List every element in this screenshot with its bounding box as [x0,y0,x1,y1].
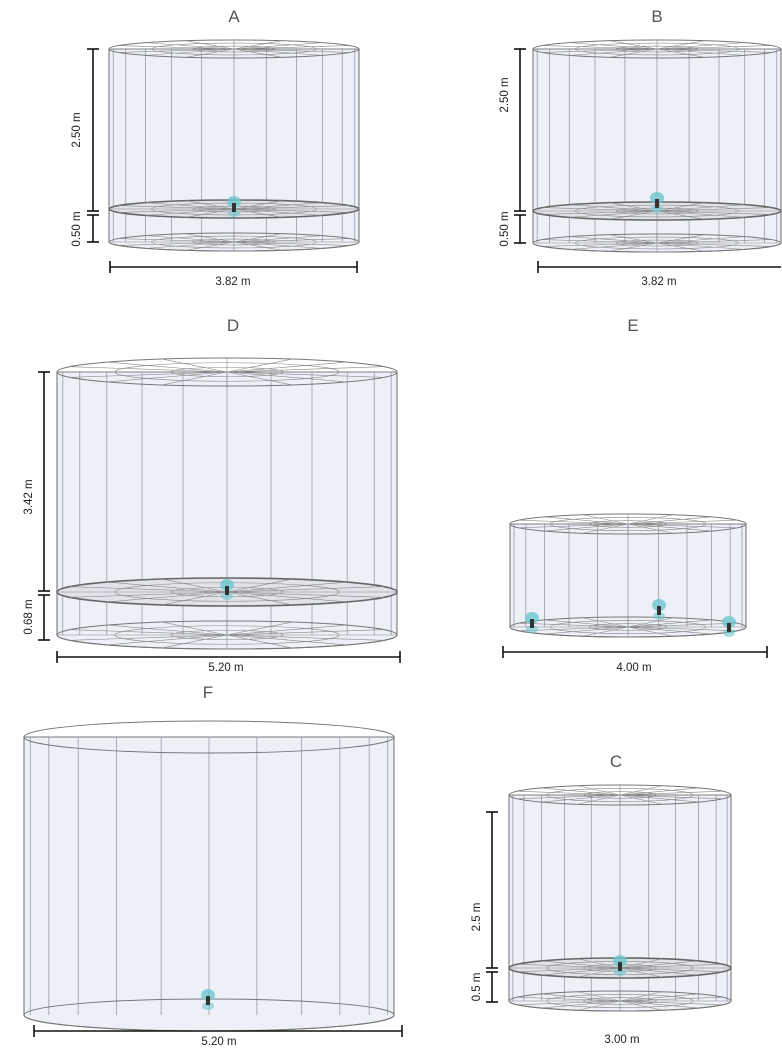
panel-d: D 3.42 m 0.68 m 5.20 m [23,316,401,674]
panel-label-d: D [227,316,239,335]
sensor-head [220,579,234,591]
height-label-lower-b: 0.50 m [499,211,511,246]
sensor-head [722,616,736,628]
sensor-c [613,955,627,976]
height-dimension-upper-a: 2.50 m [71,48,99,212]
height-label-upper-d: 3.42 m [23,479,35,514]
sensor-base [221,592,233,600]
height-label-upper-a: 2.50 m [71,112,83,147]
width-label-f: 5.20 m [201,1036,236,1048]
height-dimension-lower-c: 0.5 m [471,971,498,1003]
sensor-base [723,629,735,637]
panel-label-a: A [228,7,240,26]
height-dimension-lower-d: 0.68 m [23,594,50,641]
width-label-b: 3.82 m [641,276,676,288]
panel-a: A 2.50 m 0.50 m 3.82 m [71,7,360,288]
panel-label-e: E [627,316,638,335]
width-dimension-a: 3.82 m [109,261,358,288]
sensor-stem [727,623,731,632]
height-dimension-upper-d: 3.42 m [23,371,50,592]
height-dimension-lower-a: 0.50 m [71,211,99,247]
width-dimension-c: 3.00 m [604,1034,639,1046]
sensor-base [653,612,665,620]
panel-c: C 2.5 m 0.5 m 3.00 m [471,752,732,1046]
panel-e: E 4.00 m [502,316,768,674]
width-label-d: 5.20 m [208,662,243,674]
height-label-lower-c: 0.5 m [471,973,483,1002]
sensor-stem [657,606,661,615]
sensor-e-1 [525,612,539,633]
sensor-base [202,1002,214,1010]
height-label-lower-a: 0.50 m [71,211,83,246]
sensor-stem [206,996,210,1005]
width-dimension-f: 5.20 m [33,1025,403,1048]
panel-label-c: C [610,752,622,771]
sensor-a [227,196,241,217]
height-label-lower-d: 0.68 m [23,599,35,634]
sensor-base [526,625,538,633]
cylinder-top [23,720,395,754]
sensor-base [651,205,663,213]
cylinder-e [509,513,747,638]
sensor-base [614,968,626,976]
width-dimension-b: 3.82 m [537,261,781,288]
width-dimension-d: 5.20 m [56,651,401,674]
cylinder-c [508,784,732,1012]
panel-f: F 5.20 m [23,683,403,1048]
height-label-upper-b: 2.50 m [499,77,511,112]
sensor-stem [225,586,229,595]
sensor-base [228,209,240,217]
height-label-upper-c: 2.5 m [471,903,483,932]
sensor-head [650,192,664,204]
height-dimension-upper-b: 2.50 m [499,48,526,212]
sensor-b [650,192,664,213]
panel-b: B 2.50 m 0.50 m 3.82 m [499,7,782,288]
sensor-stem [618,962,622,971]
sensor-stem [530,619,534,628]
width-label-a: 3.82 m [215,276,250,288]
sensor-f [201,989,215,1010]
height-dimension-upper-c: 2.5 m [471,811,498,969]
panel-label-b: B [651,7,662,26]
cylinder-a [108,39,360,252]
sensor-stem [655,199,659,208]
sensor-e-2 [652,599,666,620]
sensor-head [201,989,215,1001]
cylinder-d [56,357,398,650]
cylinder-b [532,39,782,253]
width-label-c: 3.00 m [604,1034,639,1046]
sensor-e-3 [722,616,736,637]
cylinder-f [23,720,395,1032]
sensor-head [652,599,666,611]
sensor-head [525,612,539,624]
panel-label-f: F [203,683,213,702]
sensor-head [227,196,241,208]
width-dimension-e: 4.00 m [502,646,768,674]
width-label-e: 4.00 m [616,662,651,674]
height-dimension-lower-b: 0.50 m [499,211,526,247]
sensor-stem [232,203,236,212]
sensor-d [220,579,234,600]
sensor-head [613,955,627,967]
